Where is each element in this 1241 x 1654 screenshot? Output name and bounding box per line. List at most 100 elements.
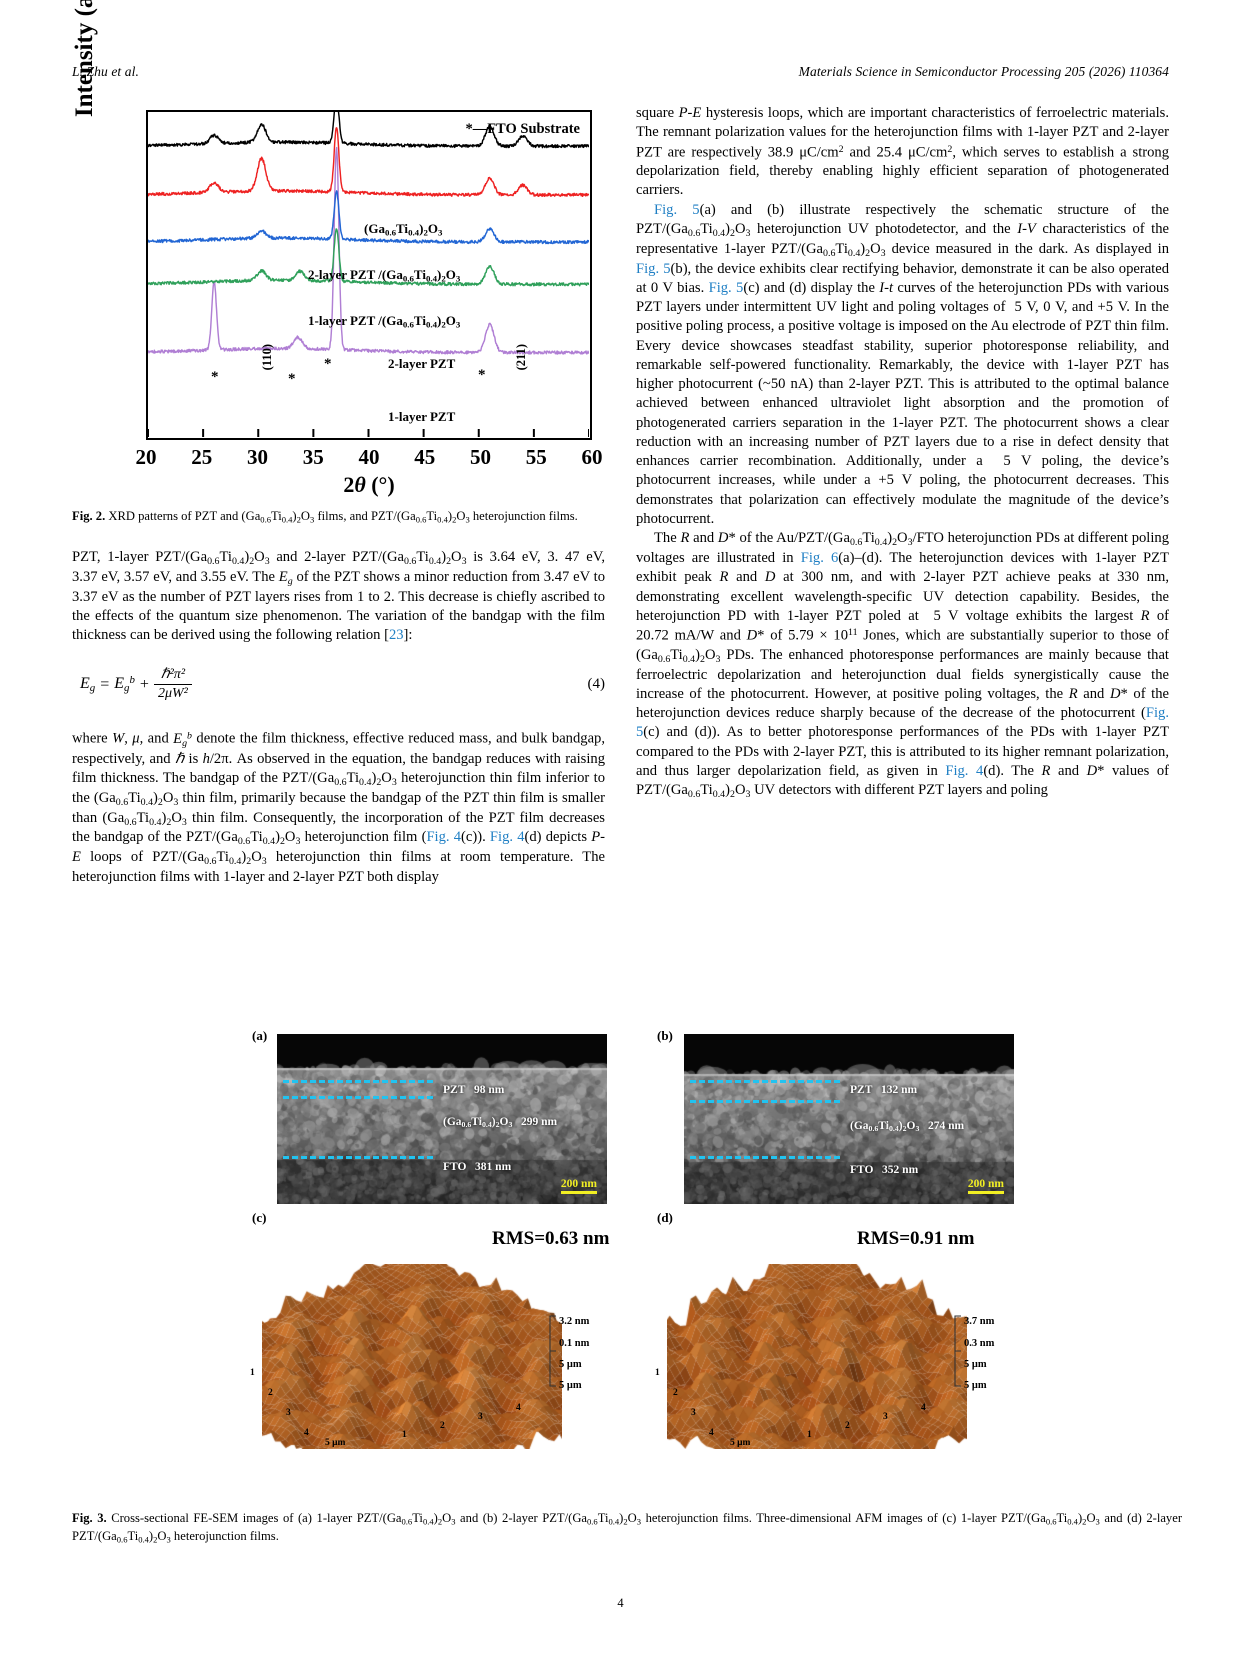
xrd-chart: Intensity (a.u.) *—FTO Substrate (Ga0.6T… — [71, 0, 603, 497]
panel-tag-c: (c) — [252, 1210, 267, 1225]
afm-d-scan-right: 5 μm — [964, 1359, 987, 1370]
panel-tag-d: (d) — [657, 1210, 673, 1225]
right-column: square P-E hysteresis loops, which are i… — [636, 104, 1169, 801]
afm-d-ytick-2: 2 — [673, 1388, 678, 1398]
afm-c-xtick-3: 3 — [478, 1412, 483, 1422]
sem-image-a: PZT 98 nm (Ga0.6Ti0.4)2O3 299 nm FTO 381… — [277, 1034, 607, 1204]
figure-5cd-link-2[interactable]: Fig. 5 — [636, 705, 1169, 741]
afm-d-xtick-4: 4 — [921, 1403, 926, 1413]
afm-c-xtick-1: 1 — [402, 1430, 407, 1440]
afm-d-rms: RMS=0.91 nm — [857, 1228, 975, 1249]
figure-3-label: Fig. 3. — [72, 1511, 107, 1525]
xrd-curve-label-2layer-het: 2-layer PZT /(Ga0.6Ti0.4)2O3 — [308, 267, 461, 284]
afm-d-xtick-3: 3 — [883, 1412, 888, 1422]
afm-c-scan-right: 5 μm — [559, 1359, 582, 1370]
equation-4-denominator: 2μW² — [153, 684, 192, 702]
xrd-curve-label-1layer: 1-layer PZT — [388, 409, 456, 424]
afm-d-zmin: 0.3 nm — [964, 1338, 995, 1349]
afm-d-zbracket — [954, 1315, 961, 1387]
xrd-xtick-60: 60 — [581, 445, 603, 469]
afm-c-xtick-2: 2 — [440, 1421, 445, 1431]
afm-d-xtick-2: 2 — [845, 1421, 850, 1431]
xrd-xtick-50: 50 — [470, 445, 491, 469]
xrd-miller-110: (110) — [260, 344, 274, 371]
figure-6-link[interactable]: Fig. 6 — [800, 550, 839, 567]
afm-d-scan-bottom: 5 μm — [964, 1380, 987, 1391]
xrd-x-axis-title: 2θ (°) — [343, 472, 395, 497]
equation-4-number: (4) — [587, 676, 606, 693]
figure-2-caption: Fig. 2. XRD patterns of PZT and (Ga0.6Ti… — [72, 509, 578, 525]
afm-d-scan-bl: 5 μm — [730, 1438, 751, 1448]
figure-2-label: Fig. 2. — [72, 509, 106, 523]
sem-a-dash-1 — [283, 1080, 433, 1083]
afm-c-zbracket — [549, 1315, 556, 1387]
afm-c-ytick-1: 1 — [250, 1368, 255, 1378]
right-para-2: Fig. 5(a) and (b) illustrate respectivel… — [636, 201, 1170, 527]
panel-tag-a: (a) — [252, 1028, 268, 1043]
xrd-legend-note: *—FTO Substrate — [465, 121, 580, 137]
xrd-xtick-45: 45 — [414, 445, 436, 469]
figure-5ab-link[interactable]: Fig. 5 — [654, 201, 700, 218]
afm-d-ytick-4: 4 — [709, 1428, 714, 1438]
xrd-xtick-40: 40 — [358, 445, 380, 469]
sem-b-layer-fto: FTO 352 nm — [850, 1164, 919, 1176]
figure-4d-link[interactable]: Fig. 4 — [489, 829, 525, 846]
afm-c-zmax: 3.2 nm — [559, 1316, 590, 1327]
figure-3: (a) PZT 98 nm (Ga0.6Ti0.4)2O3 299 nm FTO… — [72, 1016, 1182, 1471]
afm-d-ytick-1: 1 — [655, 1368, 660, 1378]
afm-row: (c) RMS=0.63 nm 3.2 nm 0.1 nm 5 μm 5 μm … — [72, 1210, 1182, 1471]
sem-a-scalebar: 200 nm — [560, 1178, 597, 1194]
afm-c-scan-bl: 5 μm — [325, 1438, 346, 1448]
citation-23[interactable]: 23 — [388, 627, 404, 644]
afm-d-ytick-3: 3 — [691, 1408, 696, 1418]
sem-b-layer-gto: (Ga0.6Ti0.4)2O3 274 nm — [850, 1120, 965, 1134]
afm-c-ytick-4: 4 — [304, 1428, 309, 1438]
xrd-star-annotation-2: * — [288, 371, 296, 387]
afm-d-zmax: 3.7 nm — [964, 1316, 995, 1327]
afm-c-scan-bottom: 5 μm — [559, 1380, 582, 1391]
sem-b-dash-1 — [690, 1080, 840, 1083]
sem-b-dash-3 — [690, 1156, 840, 1159]
figure-4d-link-2[interactable]: Fig. 4 — [945, 762, 984, 779]
xrd-curve-label-2layer: 2-layer PZT — [388, 356, 456, 371]
sem-b-scalebar: 200 nm — [967, 1178, 1004, 1194]
xrd-xtick-35: 35 — [302, 445, 324, 469]
figure-5b-link[interactable]: Fig. 5 — [636, 260, 671, 277]
xrd-star-annotation-4: * — [478, 367, 486, 383]
sem-a-dash-3 — [283, 1156, 433, 1159]
equation-4: Eg = Egb + ℏ²π² 2μW² (4) — [72, 661, 605, 713]
right-para-3: The R and D* of the Au/PZT/(Ga0.6Ti0.4)2… — [636, 530, 1170, 800]
afm-d-xtick-1: 1 — [807, 1430, 812, 1440]
figure-5cd-link[interactable]: Fig. 5 — [708, 279, 744, 296]
left-paragraph-1: PZT, 1-layer PZT/(Ga0.6Ti0.4)2O3 and 2-l… — [72, 548, 605, 645]
afm-c-rms: RMS=0.63 nm — [492, 1228, 610, 1249]
sem-a-dash-2 — [283, 1096, 433, 1099]
xrd-xtick-25: 25 — [191, 445, 213, 469]
xrd-xtick-20: 20 — [135, 445, 157, 469]
xrd-x-tick-labels: 20 25 30 35 40 45 50 55 60 — [136, 444, 603, 470]
left-para-1-text: PZT, 1-layer PZT/(Ga0.6Ti0.4)2O3 and 2-l… — [72, 548, 605, 644]
left-para-2-text: where W, μ, and Egb denote the film thic… — [72, 730, 606, 886]
afm-c-xtick-4: 4 — [516, 1403, 521, 1413]
figure-2: Intensity (a.u.) *—FTO Substrate (Ga0.6T… — [71, 0, 605, 526]
right-para-1: square P-E hysteresis loops, which are i… — [636, 105, 1169, 199]
xrd-y-axis-title: Intensity (a.u.) — [71, 0, 98, 118]
sem-image-b: PZT 132 nm (Ga0.6Ti0.4)2O3 274 nm FTO 35… — [684, 1034, 1014, 1204]
sem-b-layer-pzt: PZT 132 nm — [850, 1084, 918, 1096]
xrd-xtick-30: 30 — [247, 445, 268, 469]
xrd-miller-211: (211) — [514, 344, 528, 371]
xrd-star-annotation-3: * — [324, 356, 332, 372]
xrd-curve-label-1layer-het: 1-layer PZT /(Ga0.6Ti0.4)2O3 — [308, 313, 461, 330]
equation-4-body: Eg = Egb + ℏ²π² 2μW² — [80, 667, 192, 701]
sem-row: (a) PZT 98 nm (Ga0.6Ti0.4)2O3 299 nm FTO… — [72, 1016, 1182, 1206]
figure-4c-link[interactable]: Fig. 4 — [426, 829, 462, 846]
afm-image-c — [262, 1264, 562, 1449]
afm-c-ytick-2: 2 — [268, 1388, 273, 1398]
equation-4-numerator: ℏ²π² — [160, 667, 186, 683]
running-head-journal: Materials Science in Semiconductor Proce… — [798, 64, 1169, 79]
xrd-plot-area: *—FTO Substrate (Ga0.6Ti0.4)2O3 2-layer … — [146, 110, 592, 440]
sem-a-layer-fto: FTO 381 nm — [443, 1161, 512, 1173]
running-head: L. Zhu et al. Materials Science in Semic… — [72, 62, 1169, 82]
sem-a-layer-gto: (Ga0.6Ti0.4)2O3 299 nm — [443, 1116, 558, 1130]
